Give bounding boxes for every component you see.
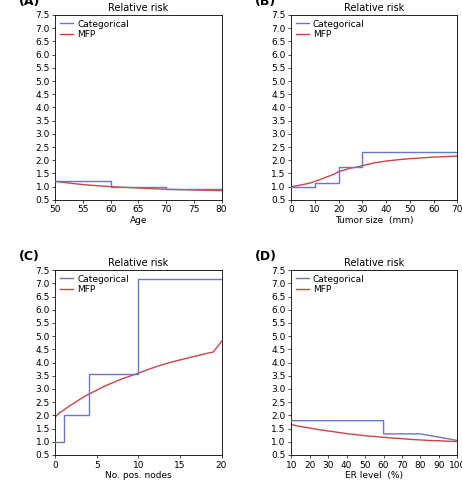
Text: (A): (A) bbox=[19, 0, 40, 8]
Legend: Categorical, MFP: Categorical, MFP bbox=[58, 273, 131, 296]
X-axis label: No. pos. nodes: No. pos. nodes bbox=[105, 471, 172, 480]
Text: (D): (D) bbox=[255, 250, 277, 262]
Text: (B): (B) bbox=[255, 0, 276, 8]
Title: Relative risk: Relative risk bbox=[109, 3, 169, 13]
Title: Relative risk: Relative risk bbox=[344, 3, 404, 13]
Legend: Categorical, MFP: Categorical, MFP bbox=[294, 273, 366, 296]
X-axis label: Tumor size  (mm): Tumor size (mm) bbox=[335, 216, 413, 225]
Title: Relative risk: Relative risk bbox=[109, 258, 169, 268]
X-axis label: ER level  (%): ER level (%) bbox=[345, 471, 403, 480]
Text: (C): (C) bbox=[19, 250, 40, 262]
Title: Relative risk: Relative risk bbox=[344, 258, 404, 268]
X-axis label: Age: Age bbox=[130, 216, 147, 225]
Legend: Categorical, MFP: Categorical, MFP bbox=[58, 18, 131, 41]
Legend: Categorical, MFP: Categorical, MFP bbox=[294, 18, 366, 41]
